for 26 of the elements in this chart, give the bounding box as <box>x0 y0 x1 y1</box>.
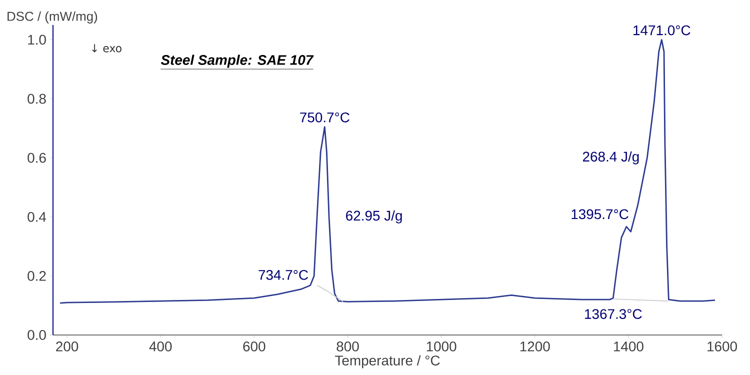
y-tick-label: 1.0 <box>28 34 46 45</box>
y-tick-label: 0.6 <box>28 152 46 163</box>
annotation: 1367.3°C <box>585 309 642 319</box>
y-tick-label: 0.2 <box>28 271 46 281</box>
x-tick-label: 600 <box>243 342 266 352</box>
x-tick-label: 800 <box>336 342 359 352</box>
annotation: ↓ exo <box>92 44 122 52</box>
annotation: 62.95 J/g <box>346 210 402 224</box>
x-tick-label: 200 <box>56 342 78 352</box>
y-axis-title: DSC / (mW/mg) <box>8 11 98 24</box>
x-tick-label: 1400 <box>614 342 644 352</box>
text: Steel Sample: SAE 107 <box>160 54 314 68</box>
x-tick-label: 1200 <box>520 342 550 352</box>
annotation: 734.7°C <box>258 270 308 280</box>
annotation: 1395.7°C <box>572 209 628 220</box>
x-tick-label: 1600 <box>708 342 737 352</box>
x-axis-title: Temperature / °C <box>335 355 440 368</box>
annotation: 268.4 J/g <box>582 151 639 164</box>
y-tick-label: 0.4 <box>28 212 46 222</box>
y-tick-label: 0.8 <box>28 94 46 104</box>
y-tick-label: 0.0 <box>28 330 46 340</box>
x-tick-label: 400 <box>149 342 172 352</box>
annotation: 750.7°C <box>300 112 350 122</box>
x-tick-label: 1000 <box>426 342 456 352</box>
line-series <box>59 39 716 304</box>
annotation: 1471.0°C <box>634 25 690 36</box>
